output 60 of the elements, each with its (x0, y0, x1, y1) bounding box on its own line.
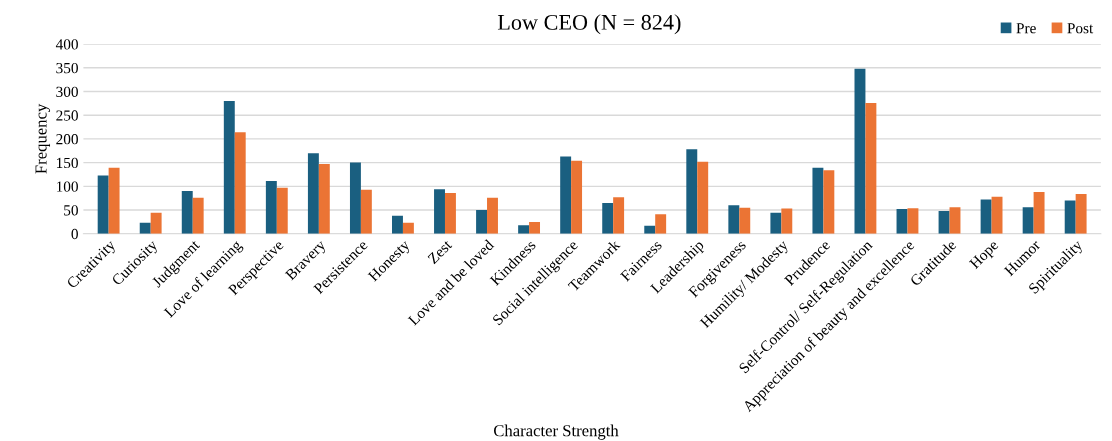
y-tick-label: 300 (56, 86, 78, 97)
bar (907, 208, 919, 234)
bar (108, 167, 120, 234)
bar (276, 187, 288, 234)
bar (823, 170, 835, 234)
bar (192, 197, 204, 234)
y-tick-label: 200 (56, 134, 78, 145)
x-tick-label: Zest (427, 239, 453, 265)
y-tick-label: 50 (64, 205, 78, 216)
bar (392, 215, 403, 234)
bar (476, 210, 488, 234)
chart-title: Low CEO (N = 824) (497, 14, 681, 35)
bar (307, 153, 319, 234)
bar (529, 221, 540, 234)
bar (812, 167, 824, 234)
bar (518, 225, 530, 234)
bar (234, 132, 246, 234)
bar (949, 207, 961, 234)
bar (318, 164, 330, 234)
bar (1075, 193, 1087, 234)
legend-label: Post (1067, 23, 1094, 34)
bar (686, 149, 698, 234)
bar (150, 212, 162, 234)
bar (938, 210, 950, 234)
bar (360, 189, 372, 234)
y-axis-title: Frequency (35, 103, 51, 174)
bar (265, 181, 277, 234)
bar (571, 160, 583, 234)
bar (560, 156, 572, 234)
bar (770, 212, 782, 234)
bar (602, 202, 614, 234)
bar (697, 161, 709, 234)
bar (444, 192, 456, 234)
bar (980, 199, 992, 234)
bar (739, 207, 751, 234)
legend-label: Pre (1016, 23, 1036, 34)
bar (402, 222, 414, 234)
bar (1064, 200, 1076, 234)
bar (487, 197, 498, 234)
y-tick-label: 350 (56, 62, 78, 74)
bar (613, 197, 625, 234)
bar (1022, 207, 1034, 234)
bar (349, 162, 361, 234)
bar (223, 100, 235, 234)
x-axis-title: Character Strength (493, 424, 619, 440)
bar (728, 205, 740, 234)
y-tick-label: 0 (71, 228, 78, 240)
bar (781, 208, 793, 234)
y-tick-label: 150 (56, 157, 78, 169)
y-tick-label: 400 (55, 39, 78, 50)
bar (655, 214, 667, 234)
y-tick-label: 250 (56, 110, 78, 121)
bar (181, 191, 193, 234)
bar (97, 175, 109, 234)
y-tick-label: 100 (56, 181, 78, 192)
bar (139, 222, 151, 234)
bar (865, 102, 877, 234)
bar (854, 68, 866, 234)
bar (434, 189, 445, 234)
bar (1033, 192, 1045, 234)
